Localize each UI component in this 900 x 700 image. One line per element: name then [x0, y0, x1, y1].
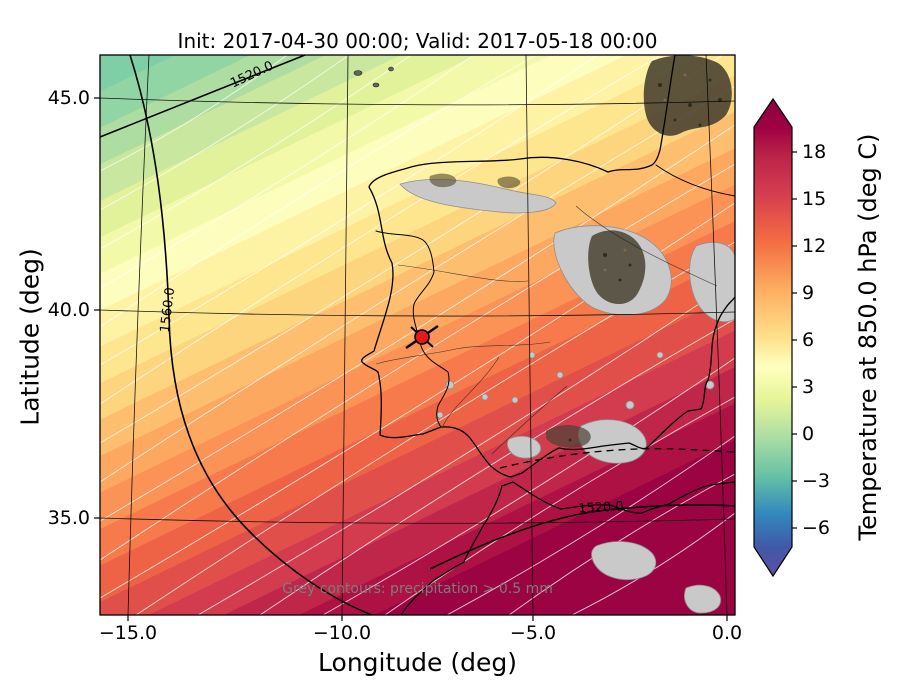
map-canvas — [100, 55, 735, 615]
plot-title: Init: 2017-04-30 00:00; Valid: 2017-05-1… — [177, 29, 658, 53]
coastlines-borders — [361, 55, 735, 615]
colorbar — [753, 97, 797, 578]
graticule — [100, 55, 735, 615]
colorbar-axis-label: Temperature at 850.0 hPa (deg C) — [854, 133, 882, 541]
africa-mediterranean-coast — [501, 481, 735, 514]
africa-atlantic-coast — [400, 485, 503, 615]
colorbar-gradient — [753, 97, 793, 578]
contour-label-1520-south: 1520.0 — [577, 499, 625, 517]
colorbar-tick-label: 9 — [802, 282, 815, 304]
location-marker — [405, 325, 439, 349]
axis-ticks — [94, 97, 728, 621]
colorbar-tick-label: 15 — [802, 188, 827, 210]
x-axis-label: Longitude (deg) — [318, 648, 517, 677]
y-tick-label: 45.0 — [47, 87, 90, 109]
iberia-coastline — [361, 55, 735, 478]
precipitation-annotation: Grey contours: precipitation > 0.5 mm — [282, 581, 553, 597]
x-tick-label: −15.0 — [98, 622, 158, 644]
x-tick-label: −10.0 — [312, 622, 372, 644]
axes-frame — [99, 54, 736, 616]
colorbar-tick-label: 6 — [802, 329, 815, 351]
small-islands — [353, 66, 394, 88]
colorbar-tick-label: 0 — [802, 423, 815, 445]
x-tick-label: −5.0 — [509, 622, 557, 644]
colorbar-ticks — [792, 151, 797, 529]
colorbar-tick-label: 12 — [802, 235, 827, 257]
rivers — [375, 205, 718, 455]
y-axis-label: Latitude (deg) — [15, 248, 45, 426]
colorbar-tick-label: −6 — [802, 517, 831, 539]
marker-dot — [414, 329, 430, 345]
temperature-band-contours — [100, 55, 735, 615]
portugal-spain-border — [375, 230, 450, 428]
colorbar-tick-label: −3 — [802, 470, 831, 492]
x-tick-label: 0.0 — [711, 622, 743, 644]
colorbar-tick-label: 18 — [802, 141, 827, 163]
y-tick-label: 35.0 — [47, 507, 90, 529]
y-tick-label: 40.0 — [47, 299, 90, 321]
colorbar-tick-label: 3 — [802, 376, 815, 398]
france-spain-border — [655, 164, 735, 197]
